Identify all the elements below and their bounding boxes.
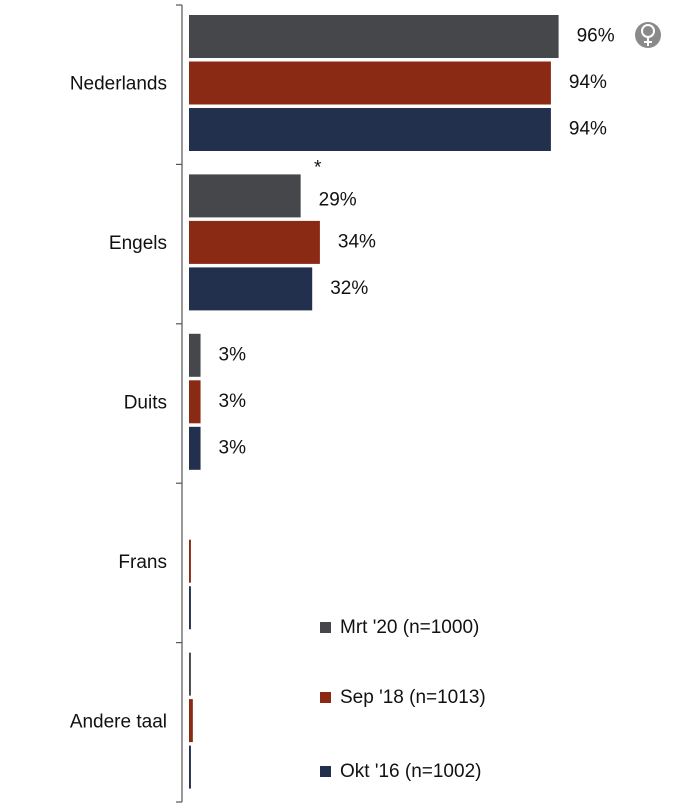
female-icon — [635, 22, 661, 48]
category-label: Nederlands — [70, 74, 167, 95]
value-label: 96% — [577, 26, 615, 47]
bar — [189, 15, 559, 58]
legend-label: Okt '16 (n=1002) — [340, 761, 481, 782]
value-label: 94% — [569, 72, 607, 93]
value-label: 29% — [319, 189, 357, 210]
bar — [189, 380, 201, 424]
value-label: 32% — [330, 278, 368, 299]
annotation: * — [314, 157, 322, 178]
value-label: 3% — [219, 344, 247, 365]
category-label: Frans — [118, 552, 167, 573]
value-label: 34% — [338, 231, 376, 252]
legend-swatch — [320, 692, 331, 703]
legend-label: Mrt '20 (n=1000) — [340, 617, 479, 638]
category-label: Duits — [124, 393, 167, 414]
value-label: 94% — [569, 119, 607, 140]
bar — [189, 699, 193, 743]
bar — [189, 61, 551, 105]
bar — [189, 220, 320, 264]
bar — [189, 426, 201, 470]
bar — [189, 539, 191, 583]
bar — [189, 652, 191, 696]
legend-label: Sep '18 (n=1013) — [340, 687, 486, 708]
bar — [189, 745, 191, 789]
category-label: Andere taal — [70, 711, 167, 732]
category-label: Engels — [109, 233, 167, 254]
value-label: 3% — [219, 391, 247, 412]
bar — [189, 333, 201, 377]
bar — [189, 174, 301, 218]
value-label: 3% — [219, 437, 247, 458]
legend-swatch — [320, 622, 331, 633]
bar — [189, 108, 551, 151]
bar — [189, 267, 313, 311]
legend-swatch — [320, 766, 331, 777]
bar — [189, 586, 191, 630]
